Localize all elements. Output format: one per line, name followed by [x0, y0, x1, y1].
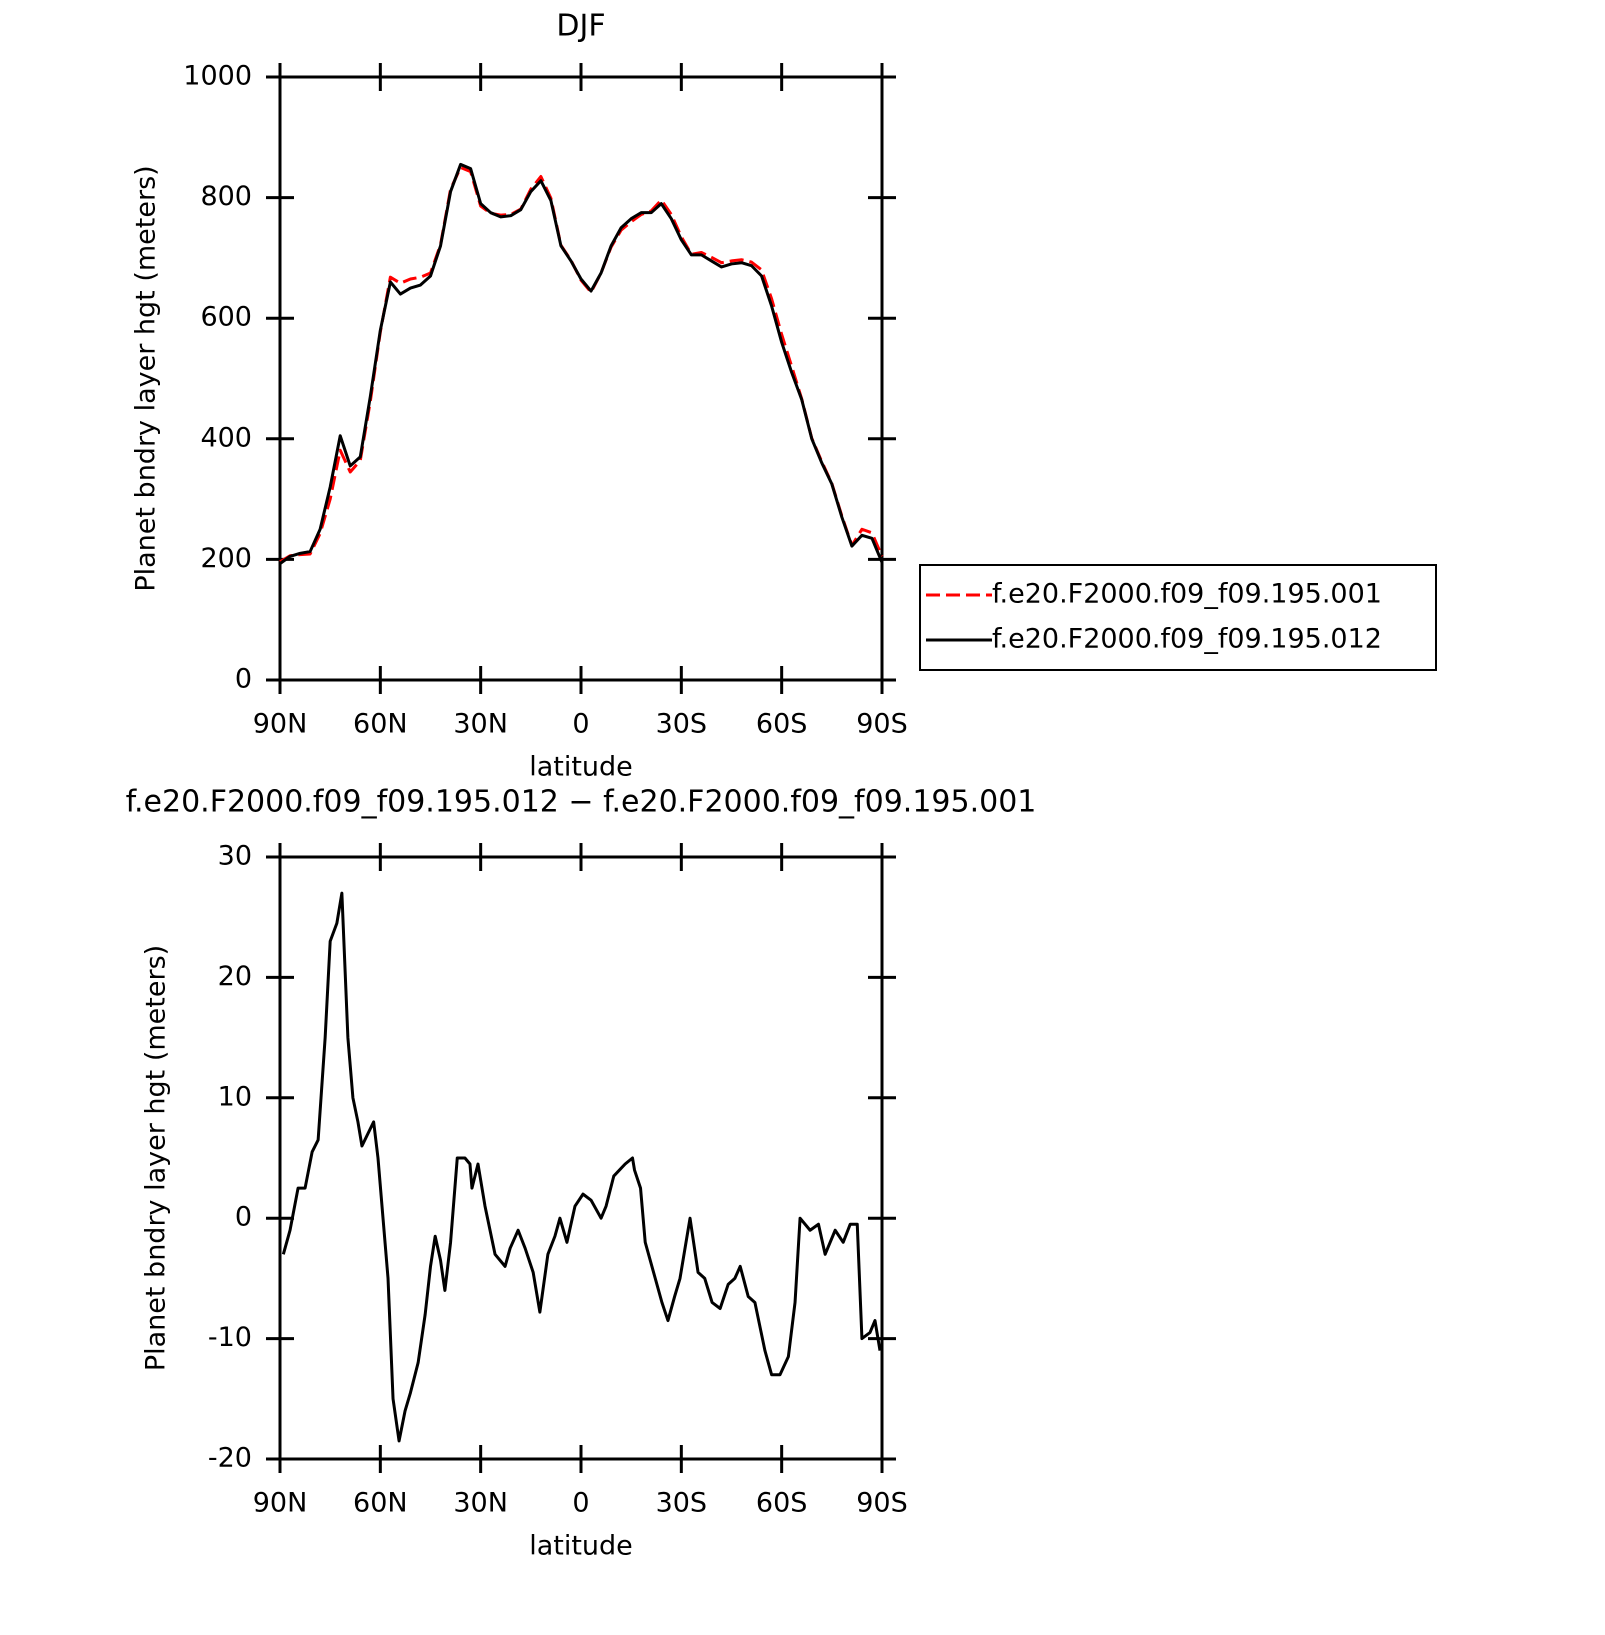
y-tick-label: 400 [200, 422, 252, 453]
y-tick-label: 20 [218, 961, 252, 992]
y-tick-label: 0 [235, 664, 252, 695]
x-tick-label: 90N [253, 709, 308, 740]
chart-title: f.e20.F2000.f09_f09.195.012 − f.e20.F200… [126, 785, 1037, 820]
x-tick-label: 60N [353, 1488, 408, 1519]
x-tick-label: 0 [572, 709, 589, 740]
y-tick-label: 1000 [183, 61, 252, 92]
x-axis-label: latitude [529, 752, 633, 783]
y-axis-label: Planet bndry layer hgt (meters) [141, 945, 172, 1371]
y-tick-label: -20 [208, 1443, 252, 1474]
x-tick-label: 60S [756, 709, 808, 740]
y-axis-label: Planet bndry layer hgt (meters) [131, 165, 162, 591]
y-tick-label: 200 [200, 543, 252, 574]
data-line [279, 162, 884, 565]
x-tick-label: 90S [856, 1488, 908, 1519]
legend-label: f.e20.F2000.f09_f09.195.012 [992, 624, 1382, 655]
x-tick-label: 30S [656, 1488, 708, 1519]
y-tick-label: 0 [235, 1202, 252, 1233]
y-tick-label: 30 [218, 841, 252, 872]
x-tick-label: 30S [656, 709, 708, 740]
x-tick-label: 30N [453, 709, 508, 740]
x-axis-label: latitude [529, 1531, 633, 1562]
x-tick-label: 30N [453, 1488, 508, 1519]
data-line [279, 165, 884, 564]
chart-title: DJF [556, 9, 605, 44]
x-tick-label: 60N [353, 709, 408, 740]
y-tick-label: 10 [218, 1081, 252, 1112]
plot-frame [278, 855, 884, 1461]
data-line [281, 891, 882, 1443]
y-tick-label: -10 [208, 1322, 252, 1353]
legend-label: f.e20.F2000.f09_f09.195.001 [992, 579, 1382, 610]
x-tick-label: 0 [572, 1488, 589, 1519]
legend-box [919, 564, 1437, 671]
x-tick-label: 60S [756, 1488, 808, 1519]
y-tick-label: 800 [200, 181, 252, 212]
x-tick-label: 90S [856, 709, 908, 740]
x-tick-label: 90N [253, 1488, 308, 1519]
y-tick-label: 600 [200, 302, 252, 333]
plot-frame [278, 75, 884, 682]
